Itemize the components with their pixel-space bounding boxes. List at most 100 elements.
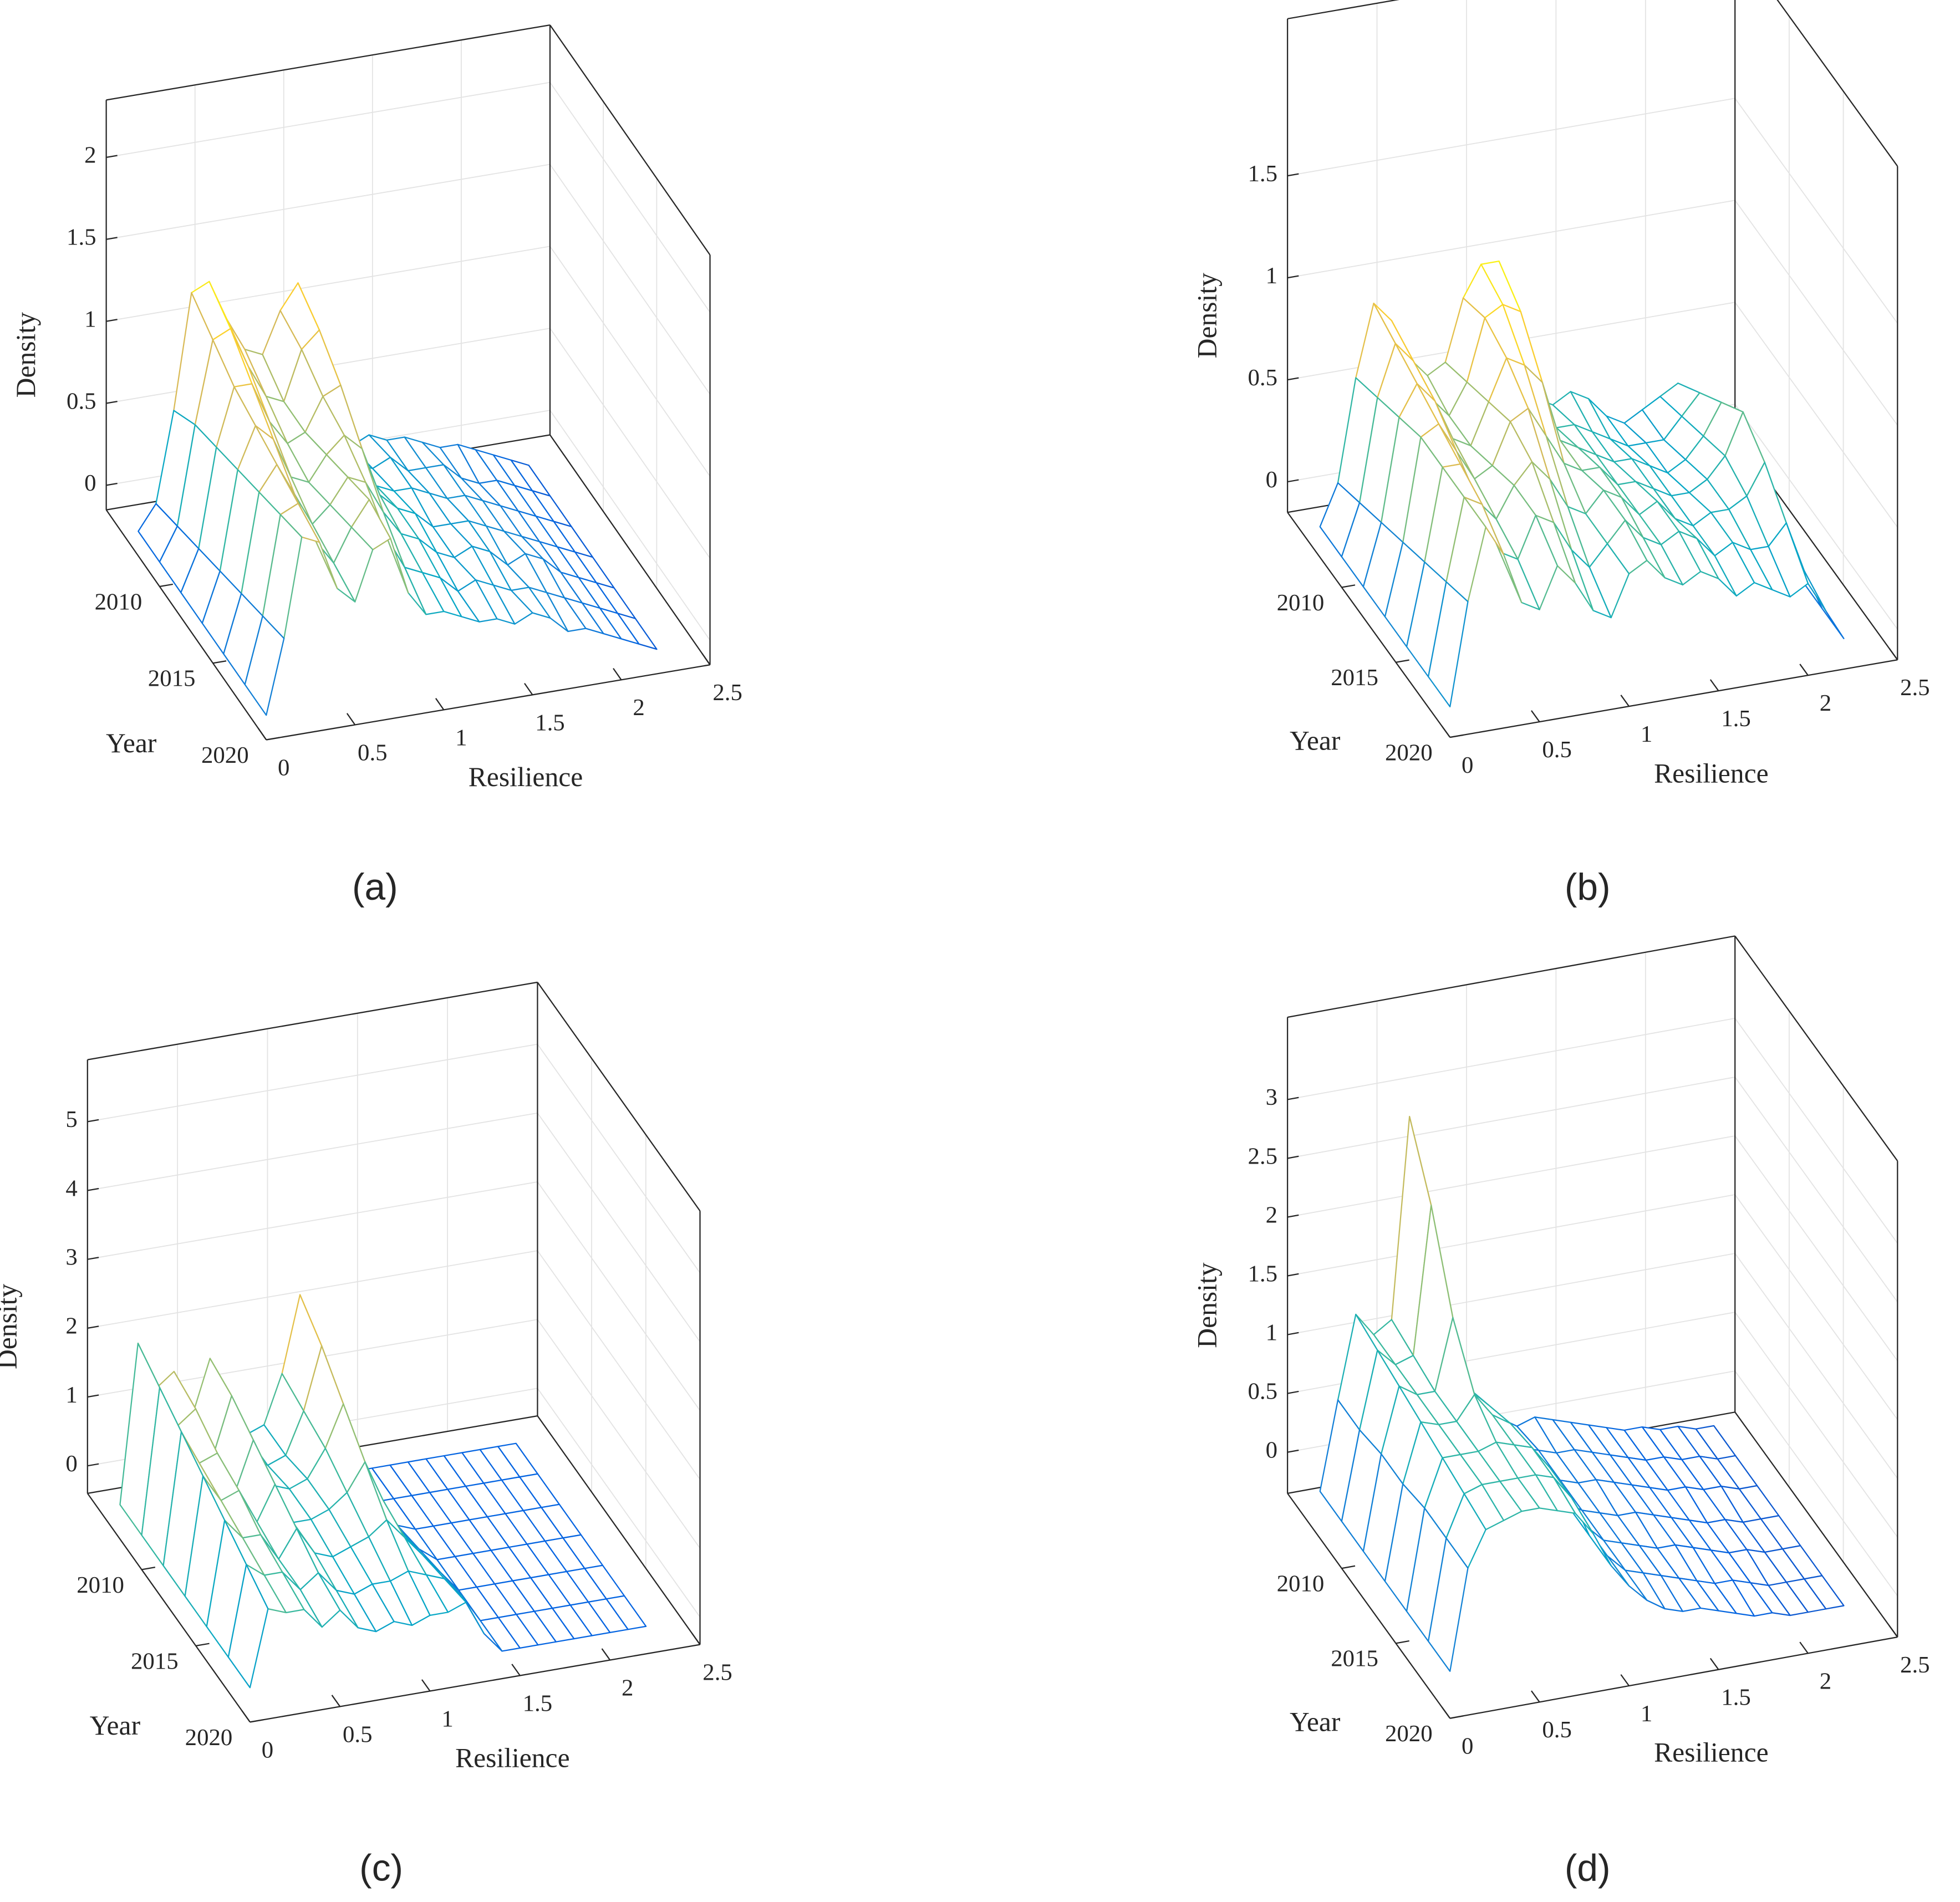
x-tick-label: 2.5 — [1900, 675, 1930, 701]
box-edge — [87, 981, 538, 1060]
x-tick-label: 1.5 — [1721, 1685, 1751, 1711]
y-tick-label: 2015 — [148, 666, 196, 692]
grid-line — [537, 1181, 701, 1411]
panel: 0 0.5 1 1.5 2 2.5 2010 2015 2020 0 0.5 1 1.5 2 2.5 3 Res… — [1192, 935, 1930, 1889]
z-tick-label: 2 — [1266, 1202, 1277, 1228]
grid-line — [1287, 1135, 1735, 1218]
y-tick-label: 2015 — [131, 1648, 179, 1674]
x-tick-label: 1 — [455, 725, 467, 751]
z-tick-label: 0 — [1266, 467, 1277, 493]
x-tick-label: 1.5 — [1721, 706, 1751, 732]
tick-mark — [87, 1463, 99, 1467]
tick-mark — [1888, 648, 1898, 660]
x-tick-label: 2 — [622, 1675, 633, 1701]
x-tick-label: 1.5 — [523, 1690, 553, 1716]
y-axis-label: Year — [1290, 1706, 1341, 1737]
box-edge — [1287, 935, 1735, 1018]
tick-mark — [691, 1633, 701, 1645]
panel-label: (b) — [1565, 866, 1611, 908]
x-axis-label: Resilience — [469, 762, 583, 792]
tick-mark — [1287, 377, 1299, 381]
tick-mark — [87, 1187, 99, 1191]
x-axis-label: Resilience — [1654, 1737, 1769, 1767]
z-tick-label: 0 — [65, 1451, 77, 1477]
grid-line — [537, 1250, 701, 1480]
panel-label: (c) — [359, 1848, 403, 1889]
tick-mark — [331, 1695, 341, 1707]
tick-mark — [1531, 1690, 1540, 1702]
z-tick-label: 0.5 — [1248, 365, 1278, 391]
tick-mark — [346, 713, 356, 726]
x-tick-label: 1.5 — [535, 710, 565, 736]
grid-line — [1734, 200, 1898, 426]
tick-mark — [1396, 1640, 1409, 1644]
grid-line — [537, 1388, 701, 1618]
tick-mark — [1449, 1715, 1464, 1719]
y-tick-label: 2015 — [1331, 1646, 1378, 1672]
tick-mark — [1620, 695, 1630, 707]
box-edge — [1734, 935, 1898, 1161]
tick-mark — [1287, 275, 1299, 279]
tick-mark — [87, 1119, 99, 1123]
box-edge — [106, 24, 551, 101]
tick-mark — [1799, 664, 1809, 676]
box-edge — [1449, 1636, 1898, 1719]
surface-face — [244, 615, 285, 716]
z-axis-label: Density — [1192, 273, 1223, 358]
tick-mark — [435, 698, 445, 711]
grid-line — [1287, 200, 1735, 278]
tick-mark — [1396, 659, 1409, 663]
x-tick-label: 0 — [262, 1737, 273, 1763]
z-tick-label: 1.5 — [1248, 1261, 1278, 1287]
y-tick-label: 2015 — [1331, 665, 1378, 691]
tick-mark — [601, 1648, 611, 1661]
panel-label: (a) — [352, 866, 398, 908]
x-tick-label: 0 — [1462, 1733, 1473, 1760]
tick-mark — [511, 1664, 521, 1676]
z-tick-label: 1 — [1266, 1319, 1277, 1345]
grid-line — [549, 328, 711, 559]
y-tick-label: 2010 — [77, 1572, 124, 1598]
x-tick-label: 0 — [1462, 752, 1473, 778]
tick-mark — [1287, 1390, 1299, 1394]
z-tick-label: 3 — [65, 1245, 77, 1271]
y-axis-label: Year — [106, 728, 157, 758]
tick-mark — [159, 583, 174, 588]
z-axis-label: Density — [11, 312, 41, 397]
grid-line — [87, 1043, 538, 1123]
grid-line — [549, 410, 711, 641]
tick-mark — [1287, 173, 1299, 177]
x-tick-label: 1 — [1641, 721, 1652, 747]
box-edge — [1449, 659, 1898, 738]
box-edge — [1287, 1493, 1451, 1719]
x-tick-label: 0.5 — [343, 1721, 373, 1747]
z-axis-label: Density — [1192, 1262, 1223, 1348]
box-edge — [1734, 1411, 1898, 1638]
z-tick-label: 2 — [65, 1313, 77, 1339]
box-edge — [537, 982, 701, 1212]
y-tick-label: 2010 — [1277, 590, 1325, 616]
x-axis-label: Resilience — [455, 1743, 570, 1773]
panel-label: (d) — [1565, 1848, 1611, 1889]
z-tick-label: 3 — [1266, 1084, 1277, 1110]
grid-line — [537, 1113, 701, 1342]
z-tick-label: 1 — [65, 1382, 77, 1408]
tick-mark — [1709, 1658, 1719, 1670]
tick-mark — [701, 652, 711, 665]
z-tick-label: 0 — [84, 470, 96, 496]
grid-line — [549, 164, 711, 395]
box-edge — [266, 664, 710, 741]
tick-mark — [1287, 1332, 1299, 1335]
grid-line — [537, 1319, 701, 1549]
grid-line — [1287, 1077, 1735, 1159]
grid-line — [1734, 1135, 1898, 1362]
tick-mark — [1441, 1706, 1451, 1719]
box-edge — [549, 434, 711, 665]
grid-line — [1734, 1253, 1898, 1479]
tick-mark — [87, 1257, 99, 1260]
tick-mark — [106, 401, 118, 404]
grid-line — [106, 81, 551, 158]
tick-mark — [106, 482, 118, 486]
tick-mark — [1287, 479, 1299, 483]
